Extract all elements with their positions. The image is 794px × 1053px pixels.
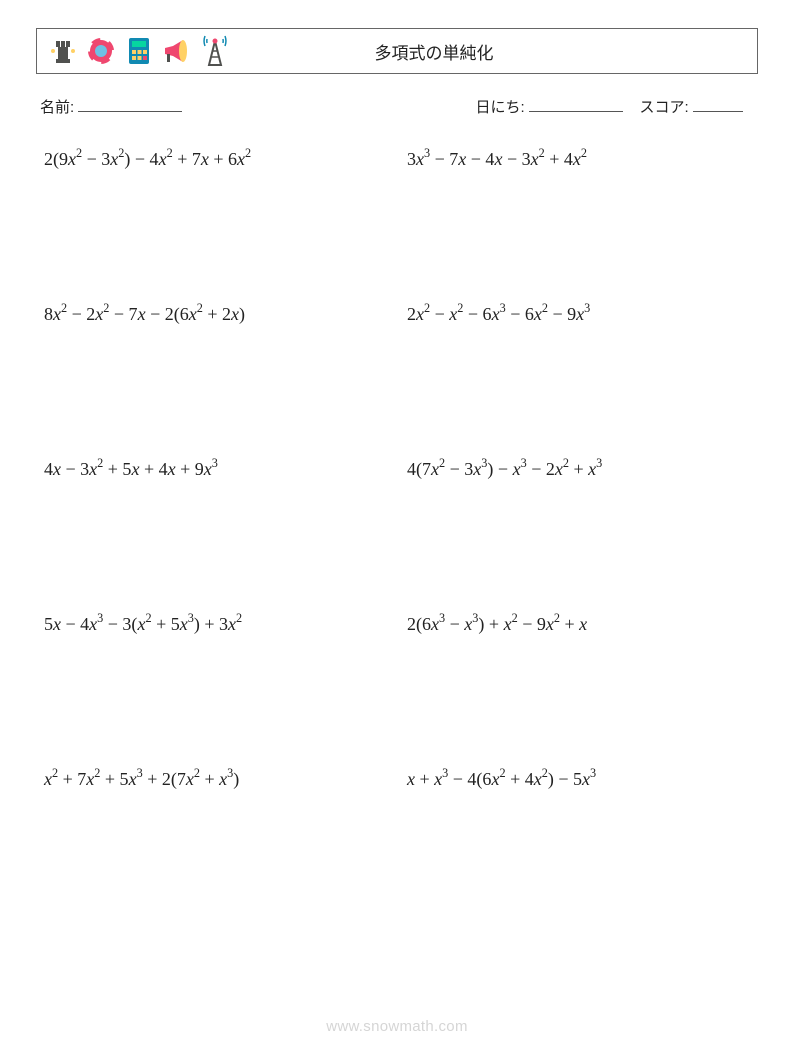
chess-icon	[47, 35, 79, 67]
problem-1: 2(9x2 − 3x2) − 4x2 + 7x + 6x2	[44, 147, 387, 170]
problem-4: 2x2 − x2 − 6x3 − 6x2 − 9x3	[407, 302, 750, 325]
worksheet-title: 多項式の単純化	[231, 39, 747, 64]
problem-10: x + x3 − 4(6x2 + 4x2) − 5x3	[407, 767, 750, 790]
problem-7: 5x − 4x3 − 3(x2 + 5x3) + 3x2	[44, 612, 387, 635]
problem-5: 4x − 3x2 + 5x + 4x + 9x3	[44, 457, 387, 480]
problem-8: 2(6x3 − x3) + x2 − 9x2 + x	[407, 612, 750, 635]
title-box: 多項式の単純化	[36, 28, 758, 74]
score-label: スコア:	[640, 99, 689, 116]
footer: www.snowmath.com	[0, 1018, 794, 1035]
footer-watermark: www.snowmath.com	[326, 1018, 468, 1035]
problem-3: 8x2 − 2x2 − 7x − 2(6x2 + 2x)	[44, 302, 387, 325]
date-blank[interactable]	[529, 96, 623, 112]
score-blank[interactable]	[693, 96, 743, 112]
title-icons-group	[47, 35, 231, 67]
lifebuoy-icon	[85, 35, 117, 67]
megaphone-icon	[161, 35, 193, 67]
problem-9: x2 + 7x2 + 5x3 + 2(7x2 + x3)	[44, 767, 387, 790]
name-label: 名前:	[40, 99, 74, 116]
meta-row: 名前: 日にち: スコア:	[36, 96, 758, 117]
problems-grid: 2(9x2 − 3x2) − 4x2 + 7x + 6x2 3x3 − 7x − …	[36, 147, 758, 790]
calculator-icon	[123, 35, 155, 67]
date-label: 日にち:	[476, 99, 525, 116]
problem-2: 3x3 − 7x − 4x − 3x2 + 4x2	[407, 147, 750, 170]
name-blank[interactable]	[78, 96, 182, 112]
problem-6: 4(7x2 − 3x3) − x3 − 2x2 + x3	[407, 457, 750, 480]
antenna-icon	[199, 35, 231, 67]
